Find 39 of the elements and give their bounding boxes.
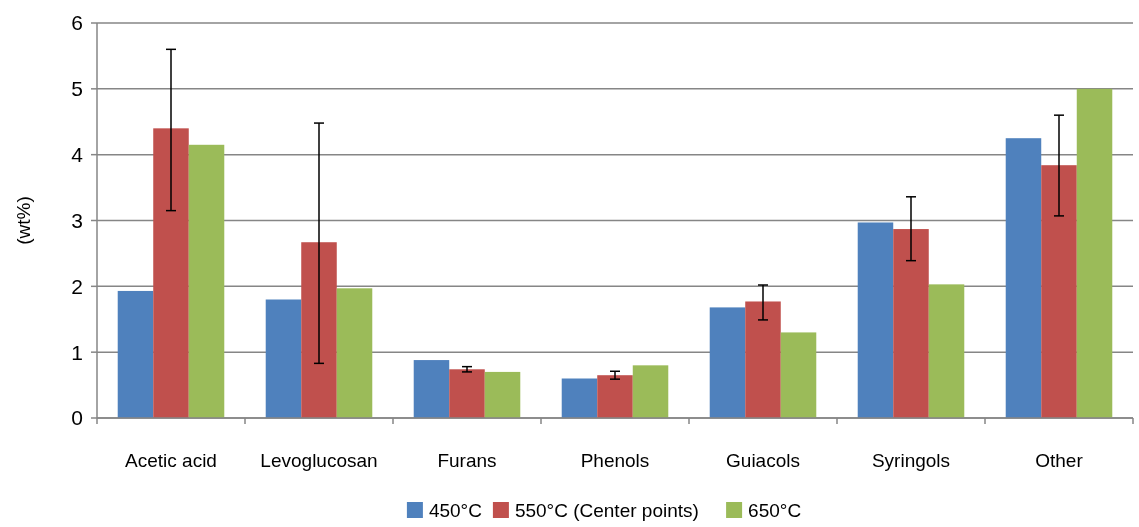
bar (928, 284, 965, 418)
x-tick-label: Furans (437, 450, 497, 471)
legend-label: 450°C (428, 499, 482, 521)
bar (153, 128, 189, 418)
x-tick-label: Other (1035, 450, 1084, 471)
bar (1076, 88, 1113, 418)
bar (336, 288, 373, 418)
bar (484, 371, 521, 418)
bar (449, 369, 485, 418)
bar (632, 365, 669, 418)
bar (1041, 165, 1077, 418)
x-tick-label: Levoglucosan (260, 450, 378, 471)
bar (301, 242, 337, 418)
bar (780, 332, 817, 418)
bar (745, 301, 781, 418)
bar (597, 375, 633, 418)
bar (893, 229, 929, 418)
legend-label: 650°C (748, 499, 802, 521)
bar (188, 144, 225, 418)
bar (857, 222, 894, 418)
x-tick-label: Guiacols (726, 450, 800, 471)
y-tick-label: 1 (71, 340, 83, 364)
y-tick-label: 6 (71, 11, 83, 35)
bar (561, 378, 598, 418)
bar (117, 290, 154, 418)
legend-label: 550°C (Center points) (514, 499, 699, 521)
y-tick-label: 0 (71, 406, 83, 430)
y-tick-label: 2 (71, 274, 83, 298)
bar (265, 299, 302, 418)
x-tick-label: Acetic acid (125, 450, 217, 471)
y-tick-label: 5 (71, 77, 83, 101)
bar (1005, 138, 1042, 418)
x-tick-label: Syringols (871, 450, 951, 471)
y-tick-label: 3 (71, 208, 83, 232)
x-tick-label: Phenols (580, 450, 650, 471)
y-axis-title: (wt%) (13, 196, 34, 245)
y-tick-label: 4 (71, 143, 84, 167)
bar (709, 307, 746, 418)
bar (413, 360, 450, 418)
